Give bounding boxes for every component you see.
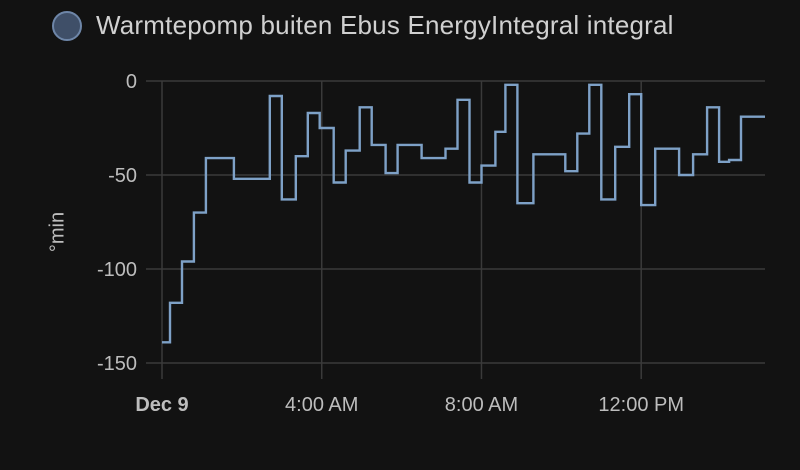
chart-legend[interactable]: Warmtepomp buiten Ebus EnergyIntegral in… [52, 10, 674, 41]
data-point[interactable] [637, 201, 645, 209]
data-point[interactable] [342, 147, 350, 155]
data-point[interactable] [625, 90, 633, 98]
data-point[interactable] [585, 81, 593, 89]
data-point[interactable] [611, 143, 619, 151]
series-line[interactable] [162, 83, 765, 344]
x-tick-label: 4:00 AM [285, 394, 358, 416]
x-tick-label: 8:00 AM [445, 394, 518, 416]
data-point[interactable] [202, 154, 210, 162]
legend-series-label: Warmtepomp buiten Ebus EnergyIntegral in… [96, 10, 674, 40]
data-point[interactable] [316, 124, 324, 132]
data-point[interactable] [266, 92, 274, 100]
y-tick-label: -100 [97, 259, 137, 281]
data-point[interactable] [190, 209, 198, 217]
data-point[interactable] [725, 156, 733, 164]
data-point[interactable] [278, 195, 286, 203]
legend-series-swatch[interactable] [52, 10, 82, 41]
data-point[interactable] [703, 103, 711, 111]
data-point[interactable] [737, 113, 745, 121]
data-point[interactable] [292, 152, 300, 160]
data-point[interactable] [454, 96, 462, 104]
data-point[interactable] [394, 141, 402, 149]
series-layer [158, 81, 769, 346]
data-point[interactable] [330, 179, 338, 187]
grid-layer [146, 80, 765, 379]
data-point[interactable] [418, 154, 426, 162]
data-point[interactable] [166, 299, 174, 307]
data-point[interactable] [675, 171, 683, 179]
y-tick-label: -150 [97, 353, 137, 375]
data-point[interactable] [573, 130, 581, 138]
data-point[interactable] [491, 128, 499, 136]
data-point[interactable] [501, 81, 509, 89]
data-point[interactable] [158, 338, 166, 346]
data-point[interactable] [356, 103, 364, 111]
y-tick-labels: 0 -50 -100 -150 [97, 71, 137, 375]
data-point[interactable] [230, 175, 238, 183]
data-point[interactable] [651, 145, 659, 153]
x-tick-label: 12:00 PM [598, 394, 684, 416]
data-point[interactable] [761, 113, 769, 121]
x-tick-label: Dec 9 [135, 394, 188, 416]
data-point[interactable] [304, 109, 312, 117]
y-tick-label: 0 [126, 71, 137, 93]
data-point[interactable] [382, 169, 390, 177]
data-point[interactable] [529, 150, 537, 158]
data-point[interactable] [715, 158, 723, 166]
data-point[interactable] [561, 167, 569, 175]
x-tick-labels: Dec 9 4:00 AM 8:00 AM 12:00 PM [135, 394, 684, 416]
data-point[interactable] [597, 195, 605, 203]
data-point[interactable] [178, 258, 186, 266]
y-tick-label: -50 [108, 165, 137, 187]
data-point[interactable] [442, 145, 450, 153]
data-point[interactable] [368, 141, 376, 149]
data-point[interactable] [689, 150, 697, 158]
data-point[interactable] [513, 199, 521, 207]
data-point[interactable] [466, 179, 474, 187]
data-point[interactable] [478, 162, 486, 170]
